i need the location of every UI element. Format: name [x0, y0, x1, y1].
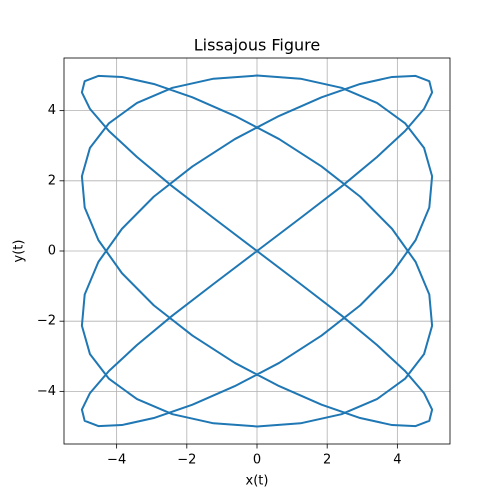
- y-tick-label: 4: [48, 103, 56, 118]
- chart-title: Lissajous Figure: [194, 36, 320, 55]
- y-tick-label: −2: [37, 314, 56, 329]
- x-tick-label: −4: [107, 453, 126, 468]
- x-tick-label: 0: [253, 453, 261, 468]
- y-axis-label: y(t): [12, 240, 27, 263]
- x-tick-label: 2: [323, 453, 331, 468]
- x-tick-label: 4: [393, 453, 401, 468]
- x-tick-label: −2: [177, 453, 196, 468]
- x-axis-label: x(t): [246, 474, 269, 489]
- curve: [80, 74, 434, 428]
- y-tick-label: 2: [48, 173, 56, 188]
- y-tick-label: 0: [48, 244, 56, 259]
- axes-frame: [63, 57, 451, 445]
- y-tick-label: −4: [37, 384, 56, 399]
